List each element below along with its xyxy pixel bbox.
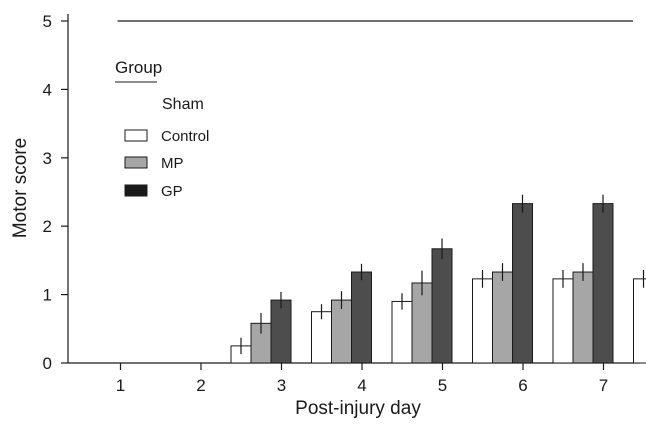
- legend-entry-mp: MP: [161, 155, 184, 172]
- error-bars: [240, 194, 645, 355]
- x-tick-label: 1: [116, 376, 125, 395]
- x-tick-label: 3: [277, 376, 286, 395]
- bar-control: [633, 278, 646, 364]
- legend-swatch-control: [124, 129, 148, 142]
- bar-mp: [492, 271, 513, 364]
- x-ticks: 1 2 3 4 5 6 7: [116, 363, 608, 395]
- bar-gp: [592, 203, 614, 364]
- x-tick-label: 7: [599, 376, 608, 395]
- y-ticks: 0 1 2 3 4 5: [43, 12, 68, 373]
- x-tick-label: 4: [357, 376, 366, 395]
- y-tick-label: 0: [43, 354, 52, 373]
- y-tick-label: 1: [43, 286, 52, 305]
- bar-control: [391, 300, 413, 364]
- legend-entry-sham: Sham: [162, 96, 204, 113]
- bars: [230, 203, 646, 364]
- bar-control: [472, 278, 493, 364]
- y-tick-label: 3: [43, 149, 52, 168]
- legend: Group Sham Control MP GP: [115, 58, 209, 200]
- legend-swatch-mp: [124, 156, 148, 169]
- x-tick-label: 6: [518, 376, 527, 395]
- bar-gp: [351, 271, 372, 364]
- x-axis-label: Post-injury day: [295, 398, 421, 419]
- legend-swatch-gp: [124, 184, 148, 197]
- y-axis-label: Motor score: [10, 138, 31, 238]
- bar-gp: [270, 299, 292, 364]
- bar-control: [552, 278, 574, 364]
- y-tick-label: 5: [43, 12, 52, 31]
- legend-entry-gp: GP: [161, 183, 183, 200]
- y-tick-label: 2: [43, 217, 52, 236]
- bar-control: [311, 311, 332, 364]
- bar-gp: [431, 248, 453, 364]
- bar-mp: [572, 271, 594, 364]
- bar-mp: [331, 299, 352, 364]
- bar-gp: [512, 203, 533, 364]
- x-tick-label: 2: [196, 376, 205, 395]
- x-tick-label: 5: [438, 376, 447, 395]
- legend-title: Group: [115, 58, 162, 77]
- legend-entry-control: Control: [161, 128, 209, 145]
- y-tick-label: 4: [43, 80, 52, 99]
